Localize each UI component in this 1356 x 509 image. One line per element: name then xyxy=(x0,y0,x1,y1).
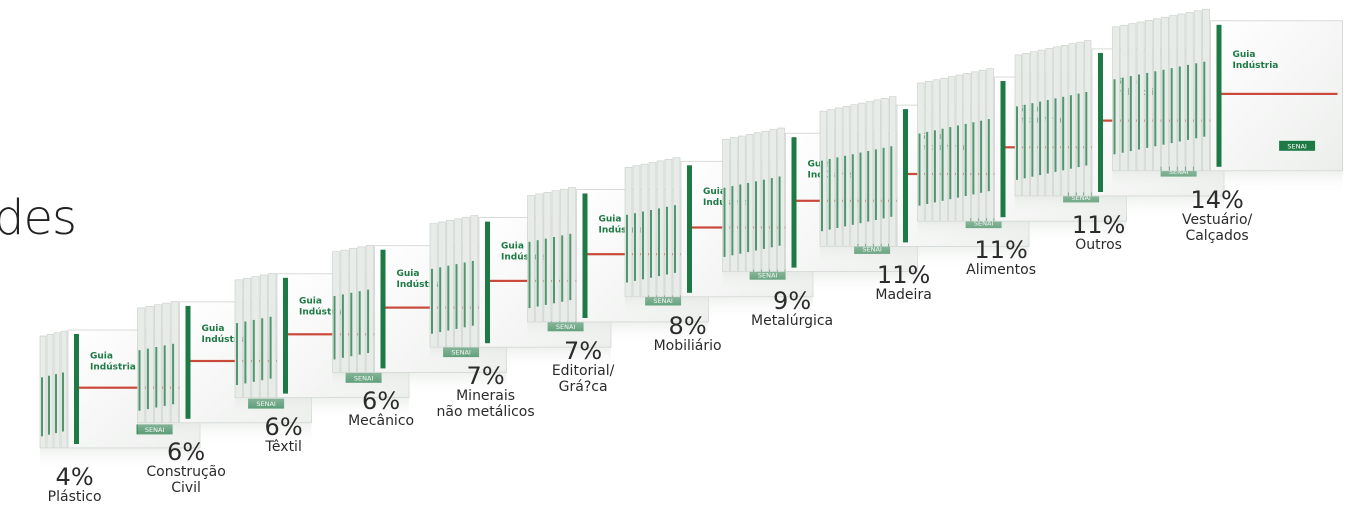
data-label: 4% Plástico xyxy=(15,465,135,505)
data-label: 6% Construção Civil xyxy=(126,440,246,496)
data-label: 6% Mecânico xyxy=(321,389,441,429)
data-label: 11% Alimentos xyxy=(941,238,1061,278)
cover-title-line2: Indústria xyxy=(1233,61,1279,71)
reflection xyxy=(527,322,709,346)
cover-title-line2: Indústria xyxy=(202,335,248,345)
category-label: Mecânico xyxy=(348,413,415,430)
reflection xyxy=(722,271,918,296)
cover-title-line2: Indústria xyxy=(299,308,345,318)
data-label: 11% Madeira xyxy=(844,263,964,303)
value-label: 4% xyxy=(55,463,94,491)
category-label: Plástico xyxy=(47,489,102,505)
cover-title-line1: Guia xyxy=(299,297,322,307)
reflection xyxy=(917,221,1127,246)
book-spine xyxy=(745,134,754,272)
brand-mark: SENAI xyxy=(1287,142,1307,150)
value-label: 14% xyxy=(1190,185,1244,214)
value-label: 6% xyxy=(362,387,401,416)
data-label: 6% Têxtil xyxy=(224,415,344,455)
cover-title-line2: Indústria xyxy=(599,225,645,235)
value-label: 7% xyxy=(466,362,505,391)
cover-title-line2: Indústria xyxy=(90,362,136,372)
category-label: Metalúrgica xyxy=(751,312,834,329)
category-label: Editorial/ xyxy=(551,363,615,379)
reflection xyxy=(235,397,409,422)
category-label: Calçados xyxy=(1185,227,1249,244)
cover-title-line1: Guia xyxy=(1233,50,1256,60)
cover-title-line1: Guia xyxy=(599,214,622,224)
data-label: 7% Editorial/Grá?ca xyxy=(523,339,643,395)
cover-title-line2: Indústria xyxy=(397,280,443,290)
reflection xyxy=(40,448,200,472)
cover-title-line1: Guia xyxy=(703,187,726,197)
cover-title-line1: Guia xyxy=(397,269,420,279)
reflection xyxy=(332,372,507,397)
bar xyxy=(1210,20,1343,172)
category-label: Minerais xyxy=(456,388,516,405)
data-label: 14% Vestuário/Calçados xyxy=(1157,188,1277,244)
value-label: 7% xyxy=(564,337,603,365)
cover-title-line1: Guia xyxy=(501,242,524,252)
category-label: Construção xyxy=(146,463,226,480)
value-label: 6% xyxy=(264,412,303,441)
cover-title-line2: Indústria xyxy=(501,253,547,263)
value-label: 8% xyxy=(668,311,707,340)
book-spine xyxy=(722,138,730,272)
reflection xyxy=(1112,170,1343,195)
value-label: 11% xyxy=(1071,211,1126,239)
reflection xyxy=(430,347,611,372)
reflection xyxy=(625,296,813,321)
value-label: 11% xyxy=(974,236,1028,265)
reflection xyxy=(820,246,1029,271)
data-label: 8% Mobiliário xyxy=(628,314,748,354)
partial-title: des xyxy=(0,190,77,246)
book-spine xyxy=(268,273,277,398)
category-label: não metálicos xyxy=(436,404,535,421)
category-label: Grá?ca xyxy=(558,379,608,395)
data-label: 9% Metalúrgica xyxy=(732,289,852,329)
category-label: Madeira xyxy=(875,287,932,304)
reflection xyxy=(137,422,312,447)
category-label: Alimentos xyxy=(966,262,1037,279)
book-spine xyxy=(234,279,243,398)
data-label: 11% Outros xyxy=(1039,213,1159,253)
category-label: Mobiliário xyxy=(653,337,722,354)
cover-title-line1: Guia xyxy=(202,324,225,334)
book-spine xyxy=(1185,12,1194,172)
stacks-layer: GuiaIndústriaSENAIGuiaIndústriaSENAIGuia… xyxy=(39,8,1343,472)
cover-title-line1: Guia xyxy=(808,159,831,169)
cover-title-line1: Guia xyxy=(90,351,113,361)
book-spine xyxy=(1144,20,1153,172)
category-label: Civil xyxy=(171,479,201,496)
reflection xyxy=(1015,196,1224,220)
value-label: 9% xyxy=(773,286,812,315)
data-label: 7% Minerais não metálicos xyxy=(426,364,546,420)
book-spine xyxy=(761,130,770,272)
category-label: Vestuário/ xyxy=(1181,211,1253,228)
value-label: 11% xyxy=(876,261,931,290)
category-label: Têxtil xyxy=(265,438,302,455)
value-label: 6% xyxy=(167,437,206,466)
category-label: Outros xyxy=(1075,237,1122,253)
